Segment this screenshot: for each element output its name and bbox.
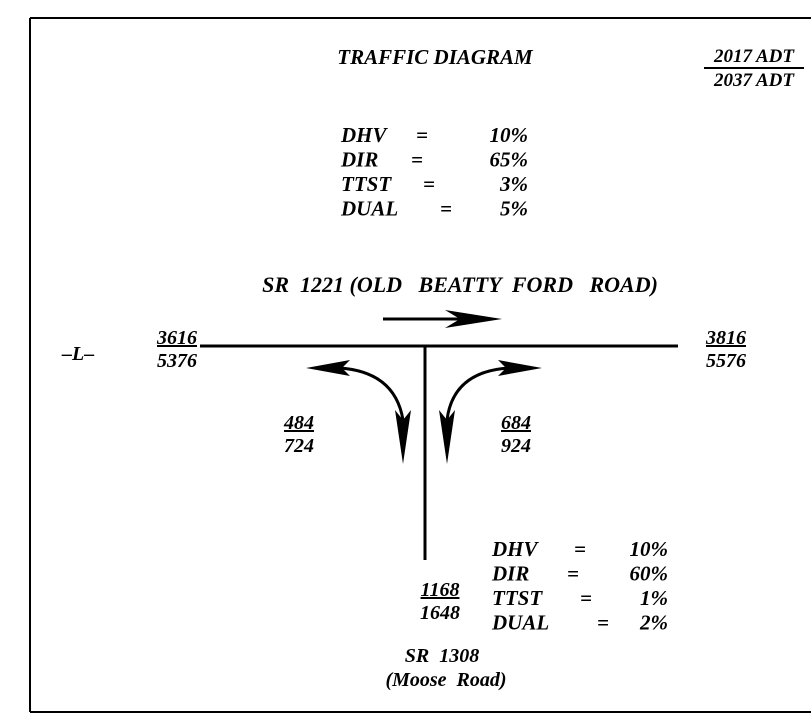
top-factors: DHV = 10% DIR = 65% TTST = 3% DUAL = 5% bbox=[340, 123, 528, 221]
legend-top: 2017 ADT bbox=[713, 46, 795, 67]
volume-future: 1648 bbox=[420, 602, 460, 624]
factor-value: 3% bbox=[499, 172, 528, 196]
factor-equals: = bbox=[574, 537, 586, 561]
factor-name: TTST bbox=[341, 172, 392, 196]
volume-current: 1168 bbox=[421, 579, 460, 601]
volume-future: 5376 bbox=[157, 350, 197, 372]
factor-equals: = bbox=[567, 562, 579, 586]
factor-value: 10% bbox=[490, 123, 529, 147]
line-label: –L– bbox=[61, 343, 94, 365]
factor-name: DHV bbox=[491, 537, 540, 561]
factor-value: 65% bbox=[490, 148, 529, 172]
frame bbox=[29, 17, 811, 713]
factor-name: TTST bbox=[492, 586, 543, 610]
volume-current: 3616 bbox=[156, 327, 197, 349]
arrowheads bbox=[306, 310, 542, 464]
volume-future: 924 bbox=[501, 435, 531, 457]
factor-value: 2% bbox=[639, 611, 668, 635]
factor-equals: = bbox=[597, 611, 609, 635]
factor-equals: = bbox=[411, 148, 423, 172]
factor-name: DUAL bbox=[340, 197, 398, 221]
factor-name: DIR bbox=[491, 562, 529, 586]
side-road-alias: (Moose Road) bbox=[385, 669, 506, 691]
factor-equals: = bbox=[580, 586, 592, 610]
volume-current: 684 bbox=[501, 412, 531, 434]
roads bbox=[200, 317, 678, 560]
bottom-factors: DHV = 10% DIR = 60% TTST = 1% DUAL = 2% bbox=[491, 537, 668, 635]
factor-equals: = bbox=[416, 123, 428, 147]
volume-future: 5576 bbox=[706, 350, 746, 372]
volume-future: 724 bbox=[284, 435, 314, 457]
factor-equals: = bbox=[423, 172, 435, 196]
factor-value: 60% bbox=[630, 562, 669, 586]
factor-name: DHV bbox=[340, 123, 389, 147]
factor-name: DUAL bbox=[491, 611, 549, 635]
volume-current: 3816 bbox=[705, 327, 746, 349]
side-road-name: SR 1308 bbox=[405, 645, 479, 667]
main-road-name: SR 1221 (OLD BEATTY FORD ROAD) bbox=[262, 272, 658, 297]
factor-name: DIR bbox=[340, 148, 378, 172]
factor-value: 1% bbox=[640, 586, 668, 610]
volume-current: 484 bbox=[283, 412, 314, 434]
title: TRAFFIC DIAGRAM bbox=[337, 45, 534, 69]
factor-equals: = bbox=[440, 197, 452, 221]
factor-value: 10% bbox=[630, 537, 669, 561]
factor-value: 5% bbox=[500, 197, 528, 221]
legend-bottom: 2037 ADT bbox=[713, 70, 795, 91]
